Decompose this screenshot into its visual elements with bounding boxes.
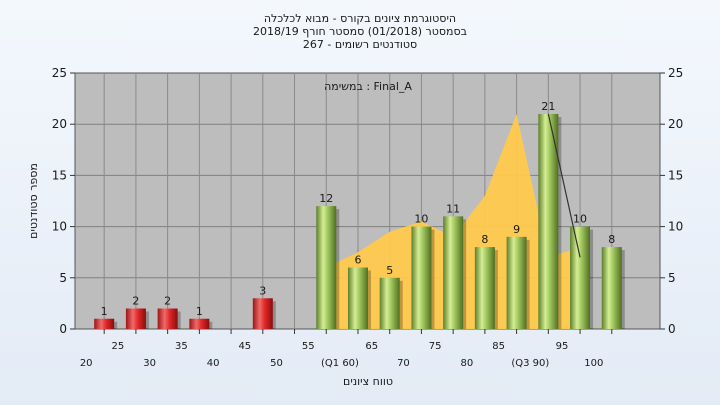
y-axis-right: 0 5 10 15 20 25 [660, 66, 683, 336]
bar [316, 206, 337, 329]
bar [474, 247, 495, 329]
data-label: 6 [354, 254, 361, 267]
y-tick-label: 20 [52, 117, 67, 131]
y-tick-label-right: 20 [668, 117, 683, 131]
y-tick-label-right: 10 [668, 220, 683, 234]
data-label: 10 [414, 213, 428, 226]
x-tick-label: 95 [556, 341, 569, 352]
trend-line [547, 113, 581, 258]
x-tick-label: 100 [584, 358, 603, 369]
x-tick-label: 25 [112, 341, 125, 352]
x-tick-label: 85 [492, 341, 505, 352]
x-axis: 20 25 30 35 40 45 50 55 (Q1 60) 65 70 75 80 85 (Q3 90)… [80, 329, 613, 369]
y-tick-label: 15 [52, 168, 67, 182]
bar [189, 318, 210, 329]
x-tick-label: 65 [365, 341, 378, 352]
bar [411, 226, 432, 329]
y-tick-label: 0 [59, 322, 67, 336]
data-label: 11 [446, 202, 460, 215]
data-label: 8 [608, 233, 615, 246]
x-tick-label: 20 [80, 358, 93, 369]
bar [125, 308, 146, 329]
data-label: 1 [196, 305, 203, 318]
y-tick-label-right: 15 [668, 168, 683, 182]
data-label: 2 [164, 295, 171, 308]
bar [252, 298, 273, 329]
data-label: 1 [101, 305, 108, 318]
title-line-2: בסמסטר (01/2018) סמסטר חורף 2018/19 [253, 25, 467, 38]
bar [157, 308, 178, 329]
x-tick-label: 40 [207, 358, 220, 369]
y-axis-label: מספר סטודנטים [27, 163, 40, 239]
title-line-3: סטודנטים רשומים - 267 [303, 38, 417, 51]
data-label: 21 [541, 100, 555, 113]
data-label: 3 [259, 284, 266, 297]
bar [443, 216, 464, 329]
bar [347, 267, 368, 329]
y-tick-label: 10 [52, 220, 67, 234]
y-axis-left: 0 5 10 15 20 25 [52, 66, 75, 336]
x-tick-label: (Q3 90) [511, 358, 549, 369]
data-label: 2 [132, 295, 139, 308]
bar [538, 113, 559, 330]
y-tick-label: 5 [59, 271, 67, 285]
y-tick-label: 25 [52, 66, 67, 80]
x-tick-label: 45 [238, 341, 251, 352]
data-label: 8 [481, 233, 488, 246]
x-tick-label: 30 [143, 358, 156, 369]
data-label: 10 [573, 213, 587, 226]
data-label: 5 [386, 264, 393, 277]
x-tick-label: 75 [429, 341, 442, 352]
bar [379, 277, 400, 329]
x-tick-label: 70 [397, 358, 410, 369]
data-label: 12 [319, 192, 333, 205]
y-tick-label-right: 25 [668, 66, 683, 80]
x-tick-label: 50 [270, 358, 283, 369]
title-line-1: היסטוגרמת ציונים בקורס - מבוא לכלכלה [264, 12, 456, 25]
annotation-label: במשימה : Final_A [324, 80, 412, 93]
bar [506, 236, 527, 329]
data-label: 9 [513, 223, 520, 236]
y-tick-label-right: 0 [668, 322, 676, 336]
y-tick-label-right: 5 [668, 271, 676, 285]
bars [94, 113, 625, 330]
bar [570, 226, 591, 329]
x-tick-label: 55 [302, 341, 315, 352]
x-tick-label: 80 [461, 358, 474, 369]
bar [601, 247, 622, 329]
x-tick-label: 35 [175, 341, 188, 352]
x-tick-label: (Q1 60) [321, 358, 359, 369]
x-axis-label: טווח ציונים [343, 375, 393, 388]
chart-title: היסטוגרמת ציונים בקורס - מבוא לכלכלה בסמ… [253, 12, 467, 51]
bar [94, 318, 115, 329]
